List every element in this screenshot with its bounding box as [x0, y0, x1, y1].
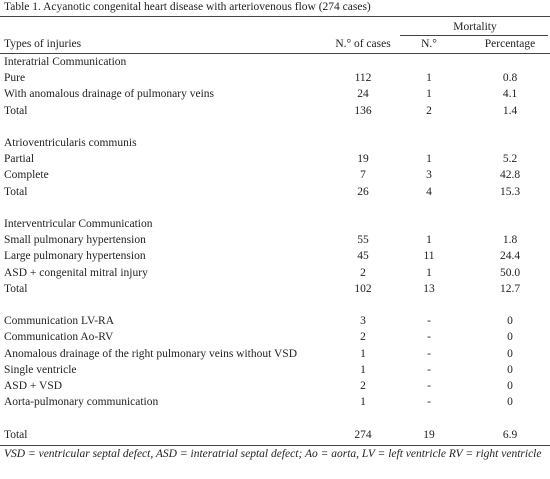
deaths-cell: 13	[423, 282, 435, 295]
percentage-cell: 1.4	[502, 104, 518, 117]
row-label: Total	[4, 428, 28, 441]
cases-cell: 1	[360, 396, 366, 409]
footnote: VSD = ventricular septal defect, ASD = i…	[4, 448, 542, 460]
percentage-cell: 0.8	[502, 72, 518, 85]
row-label: Partial	[4, 153, 35, 166]
cases-cell: 1	[360, 363, 366, 376]
row-label: Complete	[4, 169, 49, 182]
percentage-cell: 0	[507, 315, 513, 328]
row-label: ASD + VSD	[4, 380, 63, 392]
cases-cell: 55	[357, 234, 369, 247]
row-label: Communication Ao-RV	[4, 331, 114, 344]
percentage-cell: 15.3	[499, 185, 521, 198]
percentage-cell: 0	[507, 396, 513, 409]
deaths-cell: 4	[426, 185, 432, 198]
cases-cell: 112	[354, 72, 372, 85]
deaths-cell: -	[427, 315, 431, 328]
cases-cell: 274	[354, 428, 372, 441]
deaths-cell: -	[427, 347, 431, 360]
deaths-cell: 1	[426, 266, 432, 279]
deaths-cell: 19	[423, 428, 435, 441]
deaths-cell: -	[427, 363, 431, 376]
cases-cell: 26	[357, 185, 369, 198]
percentage-cell: 4.1	[502, 88, 518, 101]
row-label: Pure	[4, 72, 26, 85]
percentage-cell: 42.8	[499, 169, 521, 182]
row-label: Single ventricle	[4, 363, 77, 376]
cases-cell: 102	[354, 282, 372, 295]
column-header: Percentage	[484, 38, 536, 50]
row-label: With anomalous drainage of pulmonary vei…	[4, 88, 214, 101]
column-header: Types of injuries	[4, 38, 82, 50]
row-label: ASD + congenital mitral injury	[4, 266, 148, 279]
row-label: Aorta-pulmonary communication	[4, 396, 159, 409]
deaths-cell: 1	[426, 88, 432, 101]
row-label: Interatrial Communication	[4, 56, 127, 68]
cases-cell: 3	[360, 315, 366, 328]
header-rule	[0, 53, 550, 54]
cases-cell: 19	[357, 153, 369, 166]
percentage-cell: 0	[507, 331, 513, 344]
column-header: N.° of cases	[335, 38, 391, 50]
row-label: Communication LV-RA	[4, 315, 115, 328]
deaths-cell: 1	[426, 234, 432, 247]
percentage-cell: 1.8	[502, 234, 518, 247]
deaths-cell: -	[427, 380, 431, 392]
deaths-cell: 3	[426, 169, 432, 182]
percentage-cell: 24.4	[499, 250, 521, 263]
top-rule	[0, 16, 550, 17]
row-label: Large pulmonary hypertension	[4, 250, 146, 263]
cases-cell: 45	[357, 250, 369, 263]
cases-cell: 1	[360, 347, 366, 360]
row-label: Interventricular Communication	[4, 218, 153, 230]
table-title: Table 1. Acyanotic congenital heart dise…	[4, 1, 371, 13]
deaths-cell: 2	[426, 104, 432, 117]
deaths-cell: 11	[423, 250, 435, 263]
deaths-cell: -	[427, 331, 431, 344]
deaths-cell: 1	[426, 153, 432, 166]
column-header: N.°	[421, 38, 437, 50]
deaths-cell: 1	[426, 72, 432, 85]
percentage-cell: 50.0	[499, 266, 521, 279]
row-label: Atrioventricularis communis	[4, 137, 137, 149]
percentage-cell: 0	[507, 347, 513, 360]
row-label: Total	[4, 104, 28, 117]
row-label: Anomalous drainage of the right pulmonar…	[4, 347, 297, 360]
group-rule	[400, 35, 548, 36]
cases-cell: 7	[360, 169, 366, 182]
percentage-cell: 0	[507, 363, 513, 376]
row-label: Total	[4, 282, 28, 295]
row-label: Small pulmonary hypertension	[4, 234, 146, 247]
cases-cell: 136	[354, 104, 372, 117]
percentage-cell: 12.7	[499, 282, 521, 295]
cases-cell: 24	[357, 88, 369, 101]
percentage-cell: 6.9	[502, 428, 518, 441]
bottom-rule	[0, 445, 550, 446]
group-header: Mortality	[453, 21, 497, 33]
row-label: Total	[4, 185, 28, 198]
cases-cell: 2	[360, 380, 366, 392]
percentage-cell: 0	[507, 380, 513, 392]
cases-cell: 2	[360, 331, 366, 344]
percentage-cell: 5.2	[502, 153, 518, 166]
cases-cell: 2	[360, 266, 366, 279]
deaths-cell: -	[427, 396, 431, 409]
